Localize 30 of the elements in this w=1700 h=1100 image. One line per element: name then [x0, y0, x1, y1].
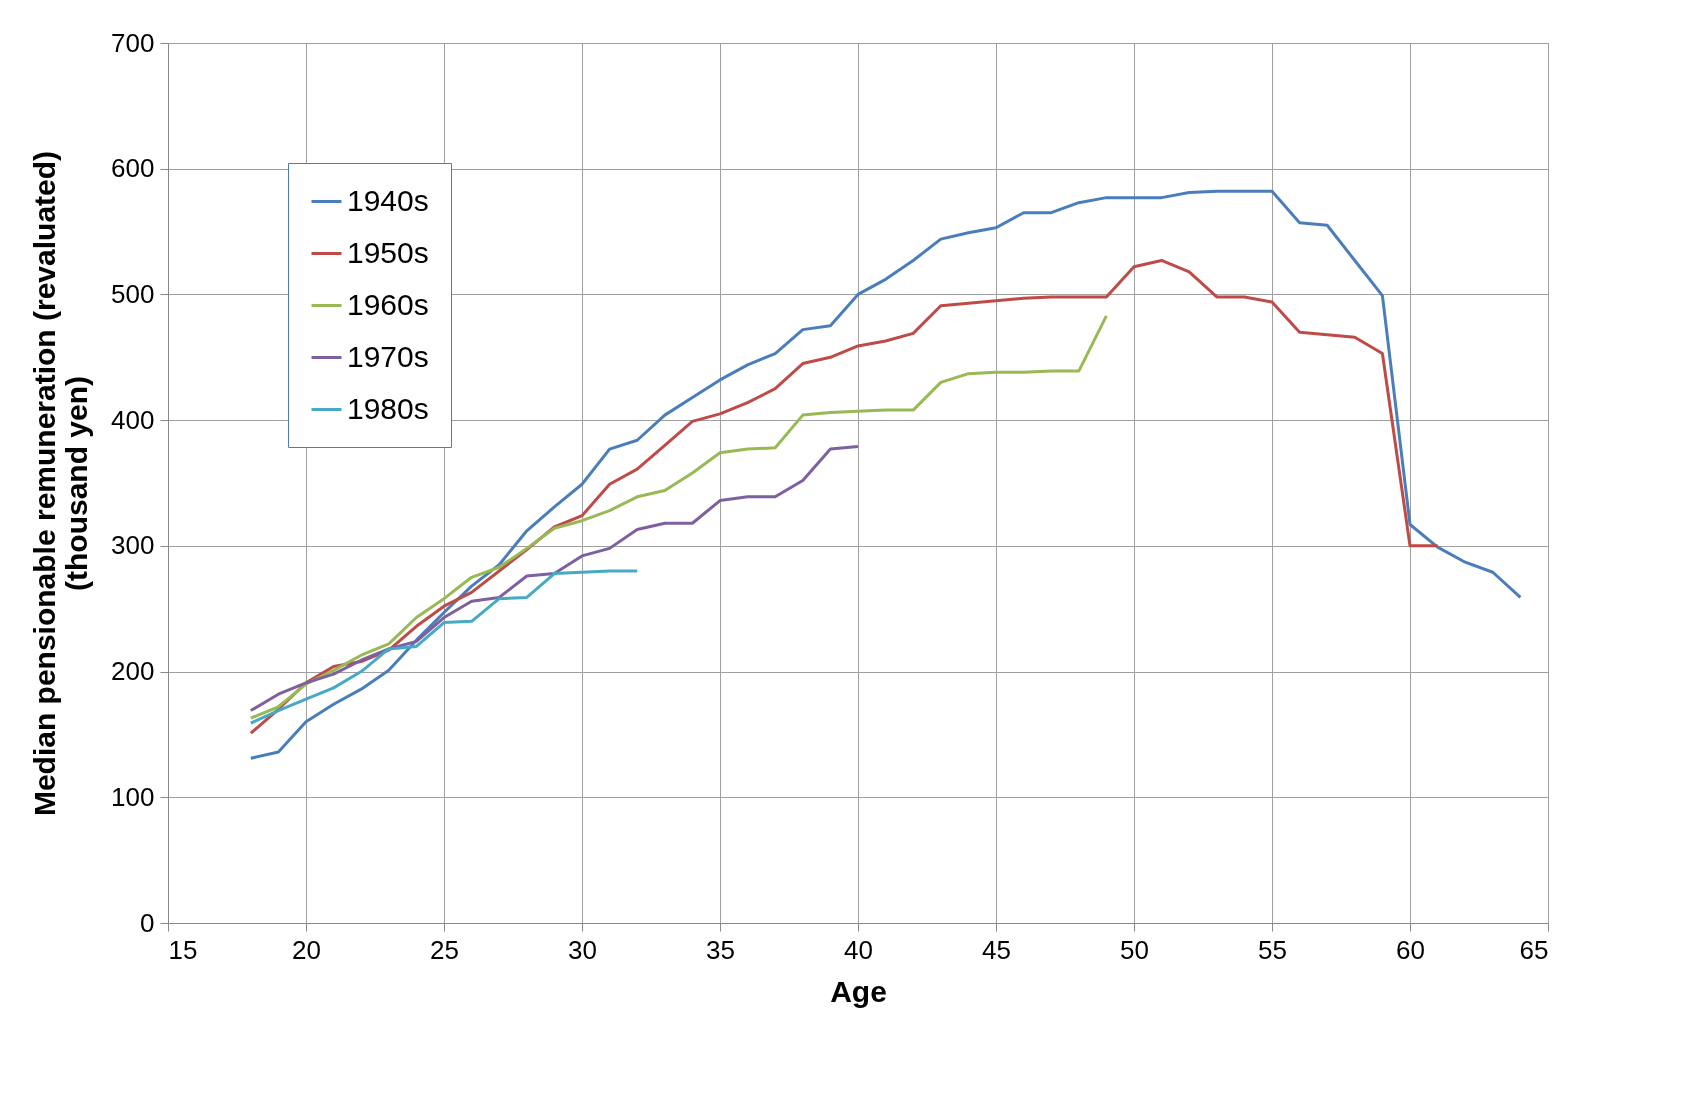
x-tick-label: 50	[1120, 934, 1149, 965]
y-tick-label: 100	[111, 781, 155, 812]
x-tick-label: 30	[568, 934, 597, 965]
x-tick-label: 55	[1258, 934, 1287, 965]
y-tick-label: 400	[111, 404, 155, 435]
x-tick-label: 15	[168, 934, 198, 965]
legend-label: 1980s	[347, 391, 429, 425]
y-tick-label: 200	[111, 656, 155, 687]
line-series	[249, 189, 1522, 760]
x-tick-label: 20	[292, 934, 321, 965]
y-tick-label: 700	[111, 27, 155, 58]
y-tick-label: 600	[111, 153, 155, 184]
line-series	[249, 314, 1108, 720]
x-axis-title: Age	[830, 974, 887, 1008]
x-tick-label: 65	[1519, 934, 1549, 965]
y-tick-label: 300	[111, 530, 155, 561]
line-series	[249, 445, 860, 713]
x-tick-label: 25	[430, 934, 459, 965]
y-axis-title: Median pensionable remuneration (revaluated) (thousand yen)	[28, 150, 94, 817]
legend-label: 1940s	[347, 183, 429, 217]
x-tick-label: 35	[706, 934, 735, 965]
y-tick-label: 500	[111, 278, 155, 309]
legend-label: 1960s	[347, 287, 429, 321]
x-tick-label: 60	[1396, 934, 1425, 965]
y-tick-label: 0	[140, 907, 155, 938]
x-tick-label: 40	[844, 934, 873, 965]
legend-label: 1970s	[347, 339, 429, 373]
legend-label: 1950s	[347, 235, 429, 269]
x-tick-label: 45	[982, 934, 1011, 965]
line-series	[249, 569, 639, 725]
